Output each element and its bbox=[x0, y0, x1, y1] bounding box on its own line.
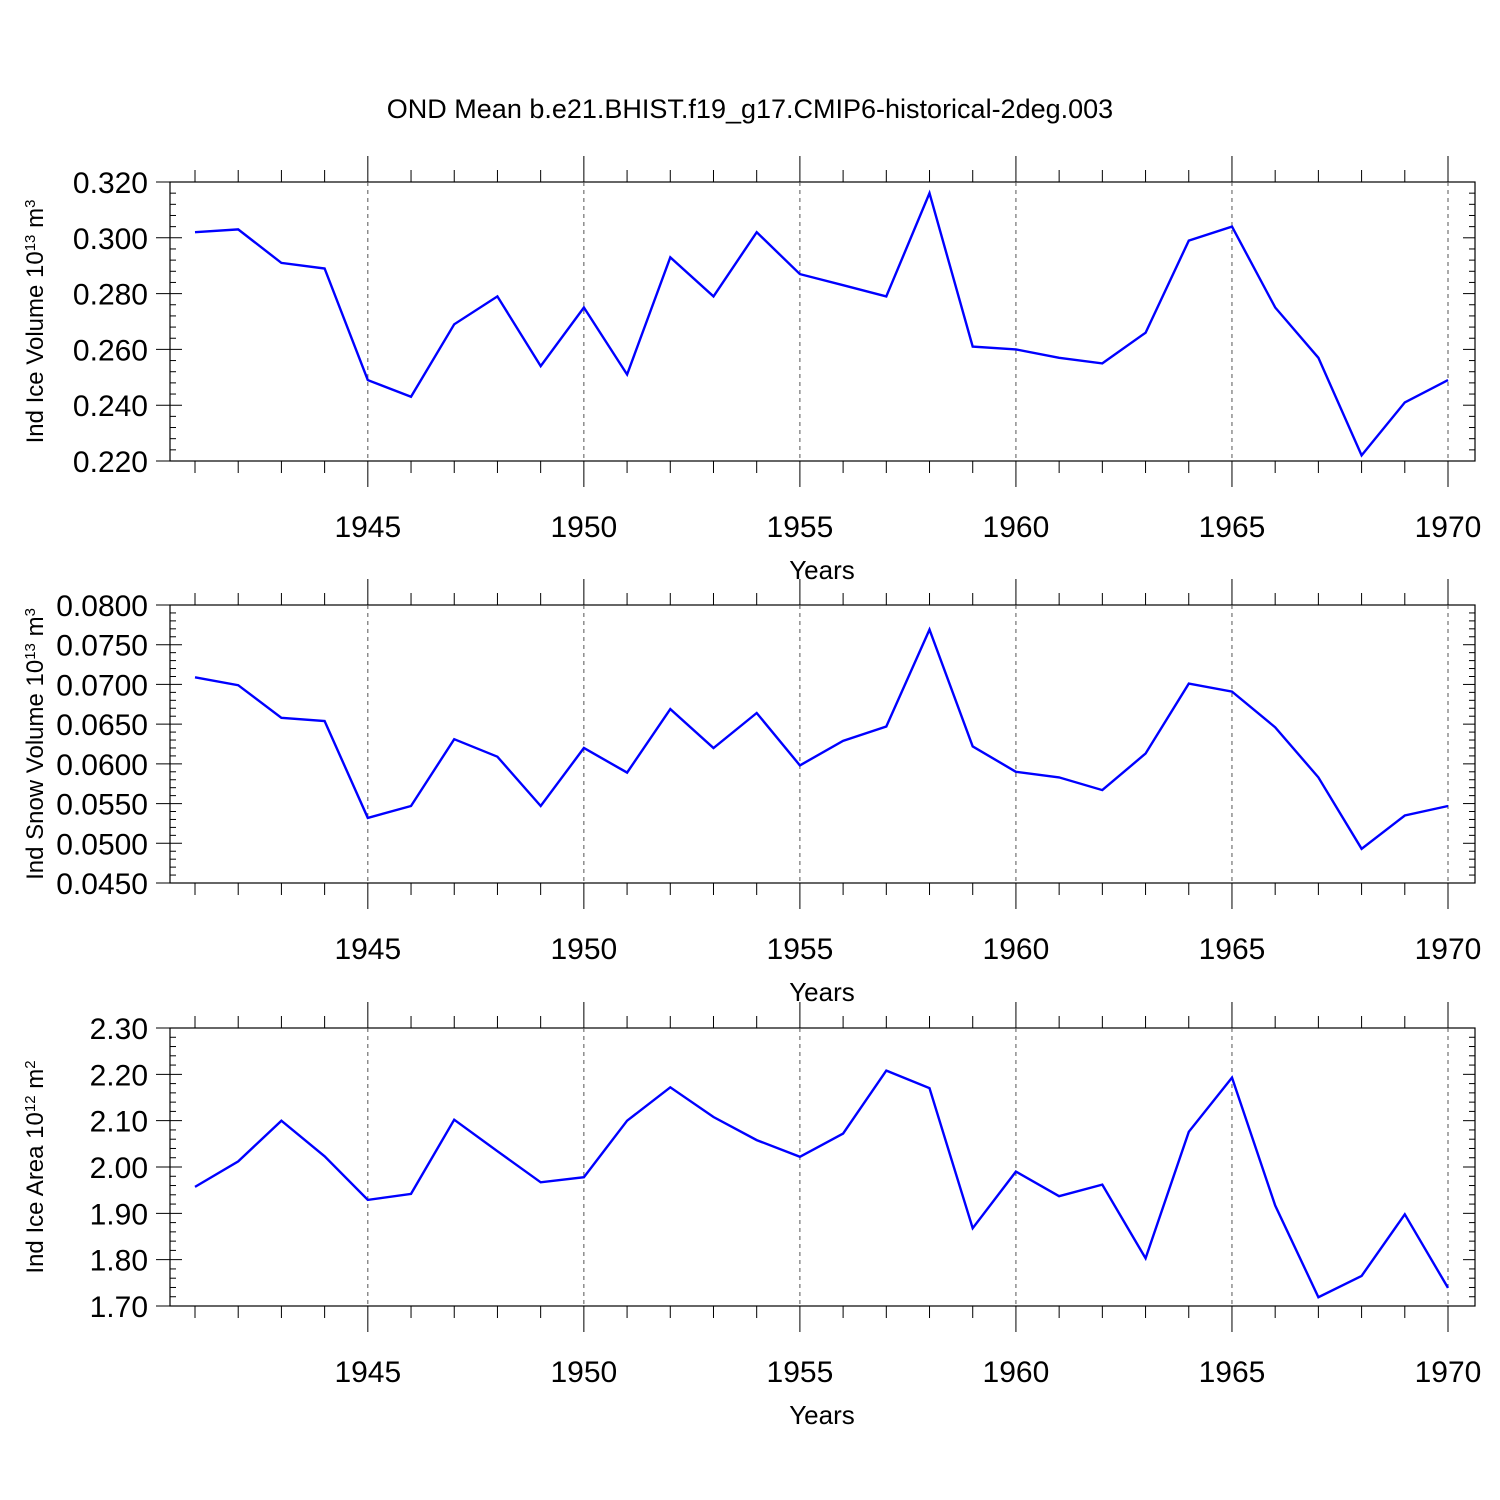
x-axis-label: Years bbox=[789, 555, 855, 585]
y-tick-label: 1.70 bbox=[90, 1291, 148, 1324]
chart-panel-snow-volume: 0.0450 0.0500 0.0550 0.0600 0.0650 0.0700 0.07… bbox=[22, 579, 1482, 1007]
y-tick-label: 0.280 bbox=[73, 279, 148, 312]
y-tick-label: 0.0600 bbox=[56, 749, 148, 782]
x-tick-label: 1950 bbox=[550, 933, 617, 966]
x-tick-label: 1960 bbox=[983, 1356, 1050, 1389]
x-tick-label: 1970 bbox=[1415, 511, 1482, 544]
y-axis-label: Ind Snow Volume 1013 m3 bbox=[22, 608, 50, 880]
y-axis-label: Ind Ice Area 1012 m2 bbox=[22, 1060, 50, 1273]
x-tick-label: 1965 bbox=[1199, 511, 1266, 544]
y-tick-label: 1.90 bbox=[90, 1198, 148, 1231]
x-tick-label: 1970 bbox=[1415, 1356, 1482, 1389]
y-tick-label: 0.240 bbox=[73, 390, 148, 423]
y-tick-label: 0.0650 bbox=[56, 709, 148, 742]
y-tick-label: 0.0800 bbox=[56, 590, 148, 623]
y-tick-label: 0.0700 bbox=[56, 669, 148, 702]
x-tick-label: 1955 bbox=[767, 1356, 834, 1389]
x-tick-label: 1950 bbox=[550, 1356, 617, 1389]
series-line-ice-volume bbox=[194, 189, 1449, 458]
figure-title: OND Mean b.e21.BHIST.f19_g17.CMIP6-histo… bbox=[387, 94, 1113, 124]
x-tick-label: 1945 bbox=[334, 1356, 401, 1389]
y-tick-label: 0.300 bbox=[73, 223, 148, 256]
y-tick-label: 0.320 bbox=[73, 167, 148, 200]
x-tick-label: 1955 bbox=[767, 511, 834, 544]
panels: 0.220 0.240 0.260 0.280 0.300 0.320 1945 1950 19… bbox=[22, 156, 1482, 1430]
y-tick-label: 0.0750 bbox=[56, 630, 148, 663]
y-tick-label: 2.00 bbox=[90, 1152, 148, 1185]
y-tick-label: 2.10 bbox=[90, 1106, 148, 1139]
chart-panel-ice-area: 1.70 1.80 1.90 2.00 2.10 2.20 2.30 1945 1950 1955… bbox=[22, 1002, 1482, 1430]
chart-panel-ice-volume: 0.220 0.240 0.260 0.280 0.300 0.320 1945 1950 19… bbox=[22, 156, 1482, 585]
x-tick-label: 1965 bbox=[1199, 933, 1266, 966]
x-tick-label: 1945 bbox=[334, 511, 401, 544]
x-tick-label: 1950 bbox=[550, 511, 617, 544]
y-tick-label: 0.260 bbox=[73, 334, 148, 367]
plot-frame bbox=[169, 181, 1476, 462]
x-tick-label: 1945 bbox=[334, 933, 401, 966]
series-line-ice-area bbox=[194, 1069, 1450, 1299]
y-tick-label: 0.0500 bbox=[56, 828, 148, 861]
y-axis-label: Ind Ice Volume 1013 m3 bbox=[22, 200, 50, 444]
x-tick-label: 1960 bbox=[983, 933, 1050, 966]
x-tick-label: 1960 bbox=[983, 511, 1050, 544]
series-line-snow-volume bbox=[194, 626, 1449, 851]
y-tick-label: 0.0450 bbox=[56, 868, 148, 901]
x-axis-label: Years bbox=[789, 977, 855, 1007]
y-tick-label: 2.20 bbox=[90, 1059, 148, 1092]
plot-frame bbox=[169, 1027, 1476, 1307]
x-tick-label: 1965 bbox=[1199, 1356, 1266, 1389]
x-axis-label: Years bbox=[789, 1400, 855, 1430]
y-tick-label: 0.220 bbox=[73, 446, 148, 479]
plot-frame bbox=[169, 604, 1476, 884]
x-tick-label: 1955 bbox=[767, 933, 834, 966]
x-tick-label: 1970 bbox=[1415, 933, 1482, 966]
y-tick-label: 0.0550 bbox=[56, 789, 148, 822]
y-tick-label: 2.30 bbox=[90, 1013, 148, 1046]
y-tick-label: 1.80 bbox=[90, 1245, 148, 1278]
